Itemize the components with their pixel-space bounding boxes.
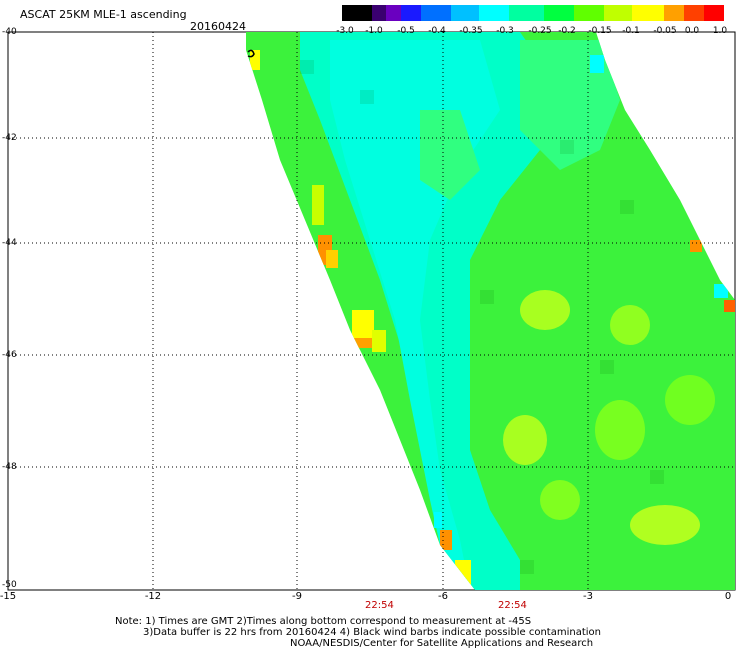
colorbar-label: -0.5 — [397, 26, 415, 36]
colorbar-label: 1.0 — [712, 26, 728, 36]
y-label: -44 — [2, 238, 17, 248]
colorbar — [342, 5, 724, 21]
x-label: -12 — [144, 591, 162, 602]
time-label: 22:54 — [498, 600, 527, 611]
x-label: -3 — [583, 591, 593, 602]
colorbar-seg — [509, 5, 544, 21]
y-label: -42 — [2, 133, 17, 143]
map-title: ASCAT 25KM MLE-1 ascending — [20, 8, 187, 21]
time-label: 22:54 — [365, 600, 394, 611]
map-date: 20160424 — [190, 20, 246, 33]
colorbar-seg — [342, 5, 372, 21]
note-line-3: NOAA/NESDIS/Center for Satellite Applica… — [290, 638, 594, 649]
note-line-1: Note: 1) Times are GMT 2)Times along bot… — [115, 616, 532, 627]
colorbar-label: -0.05 — [653, 26, 677, 36]
colorbar-label: -0.3 — [496, 26, 514, 36]
colorbar-seg — [604, 5, 632, 21]
colorbar-label: -0.2 — [558, 26, 576, 36]
colorbar-label: -1.0 — [365, 26, 383, 36]
colorbar-seg — [632, 5, 664, 21]
x-label: -15 — [0, 591, 17, 602]
y-label: -40 — [2, 27, 17, 37]
colorbar-label: -0.25 — [528, 26, 552, 36]
colorbar-seg — [479, 5, 509, 21]
colorbar-seg — [451, 5, 479, 21]
colorbar-seg — [704, 5, 724, 21]
x-label: -6 — [438, 591, 448, 602]
note-line-2: 3)Data buffer is 22 hrs from 20160424 4)… — [143, 627, 601, 638]
y-label: -48 — [2, 462, 17, 472]
colorbar-seg — [544, 5, 574, 21]
colorbar-seg — [664, 5, 684, 21]
y-label: -46 — [2, 350, 17, 360]
colorbar-label: -0.15 — [588, 26, 612, 36]
colorbar-label: 0.0 — [684, 26, 700, 36]
colorbar-seg — [421, 5, 451, 21]
y-label: -50 — [2, 580, 17, 590]
colorbar-seg — [386, 5, 401, 21]
wind-swath — [246, 32, 735, 590]
colorbar-label: -0.4 — [428, 26, 446, 36]
colorbar-label: -3.0 — [336, 26, 354, 36]
grid — [8, 32, 735, 590]
colorbar-seg — [401, 5, 421, 21]
colorbar-label: -0.35 — [459, 26, 483, 36]
wind-barb-mark — [247, 49, 255, 58]
colorbar-seg — [574, 5, 604, 21]
colorbar-label: -0.1 — [622, 26, 640, 36]
x-label: -9 — [292, 591, 302, 602]
colorbar-seg — [372, 5, 386, 21]
x-label: 0 — [724, 591, 732, 602]
colorbar-seg — [684, 5, 704, 21]
